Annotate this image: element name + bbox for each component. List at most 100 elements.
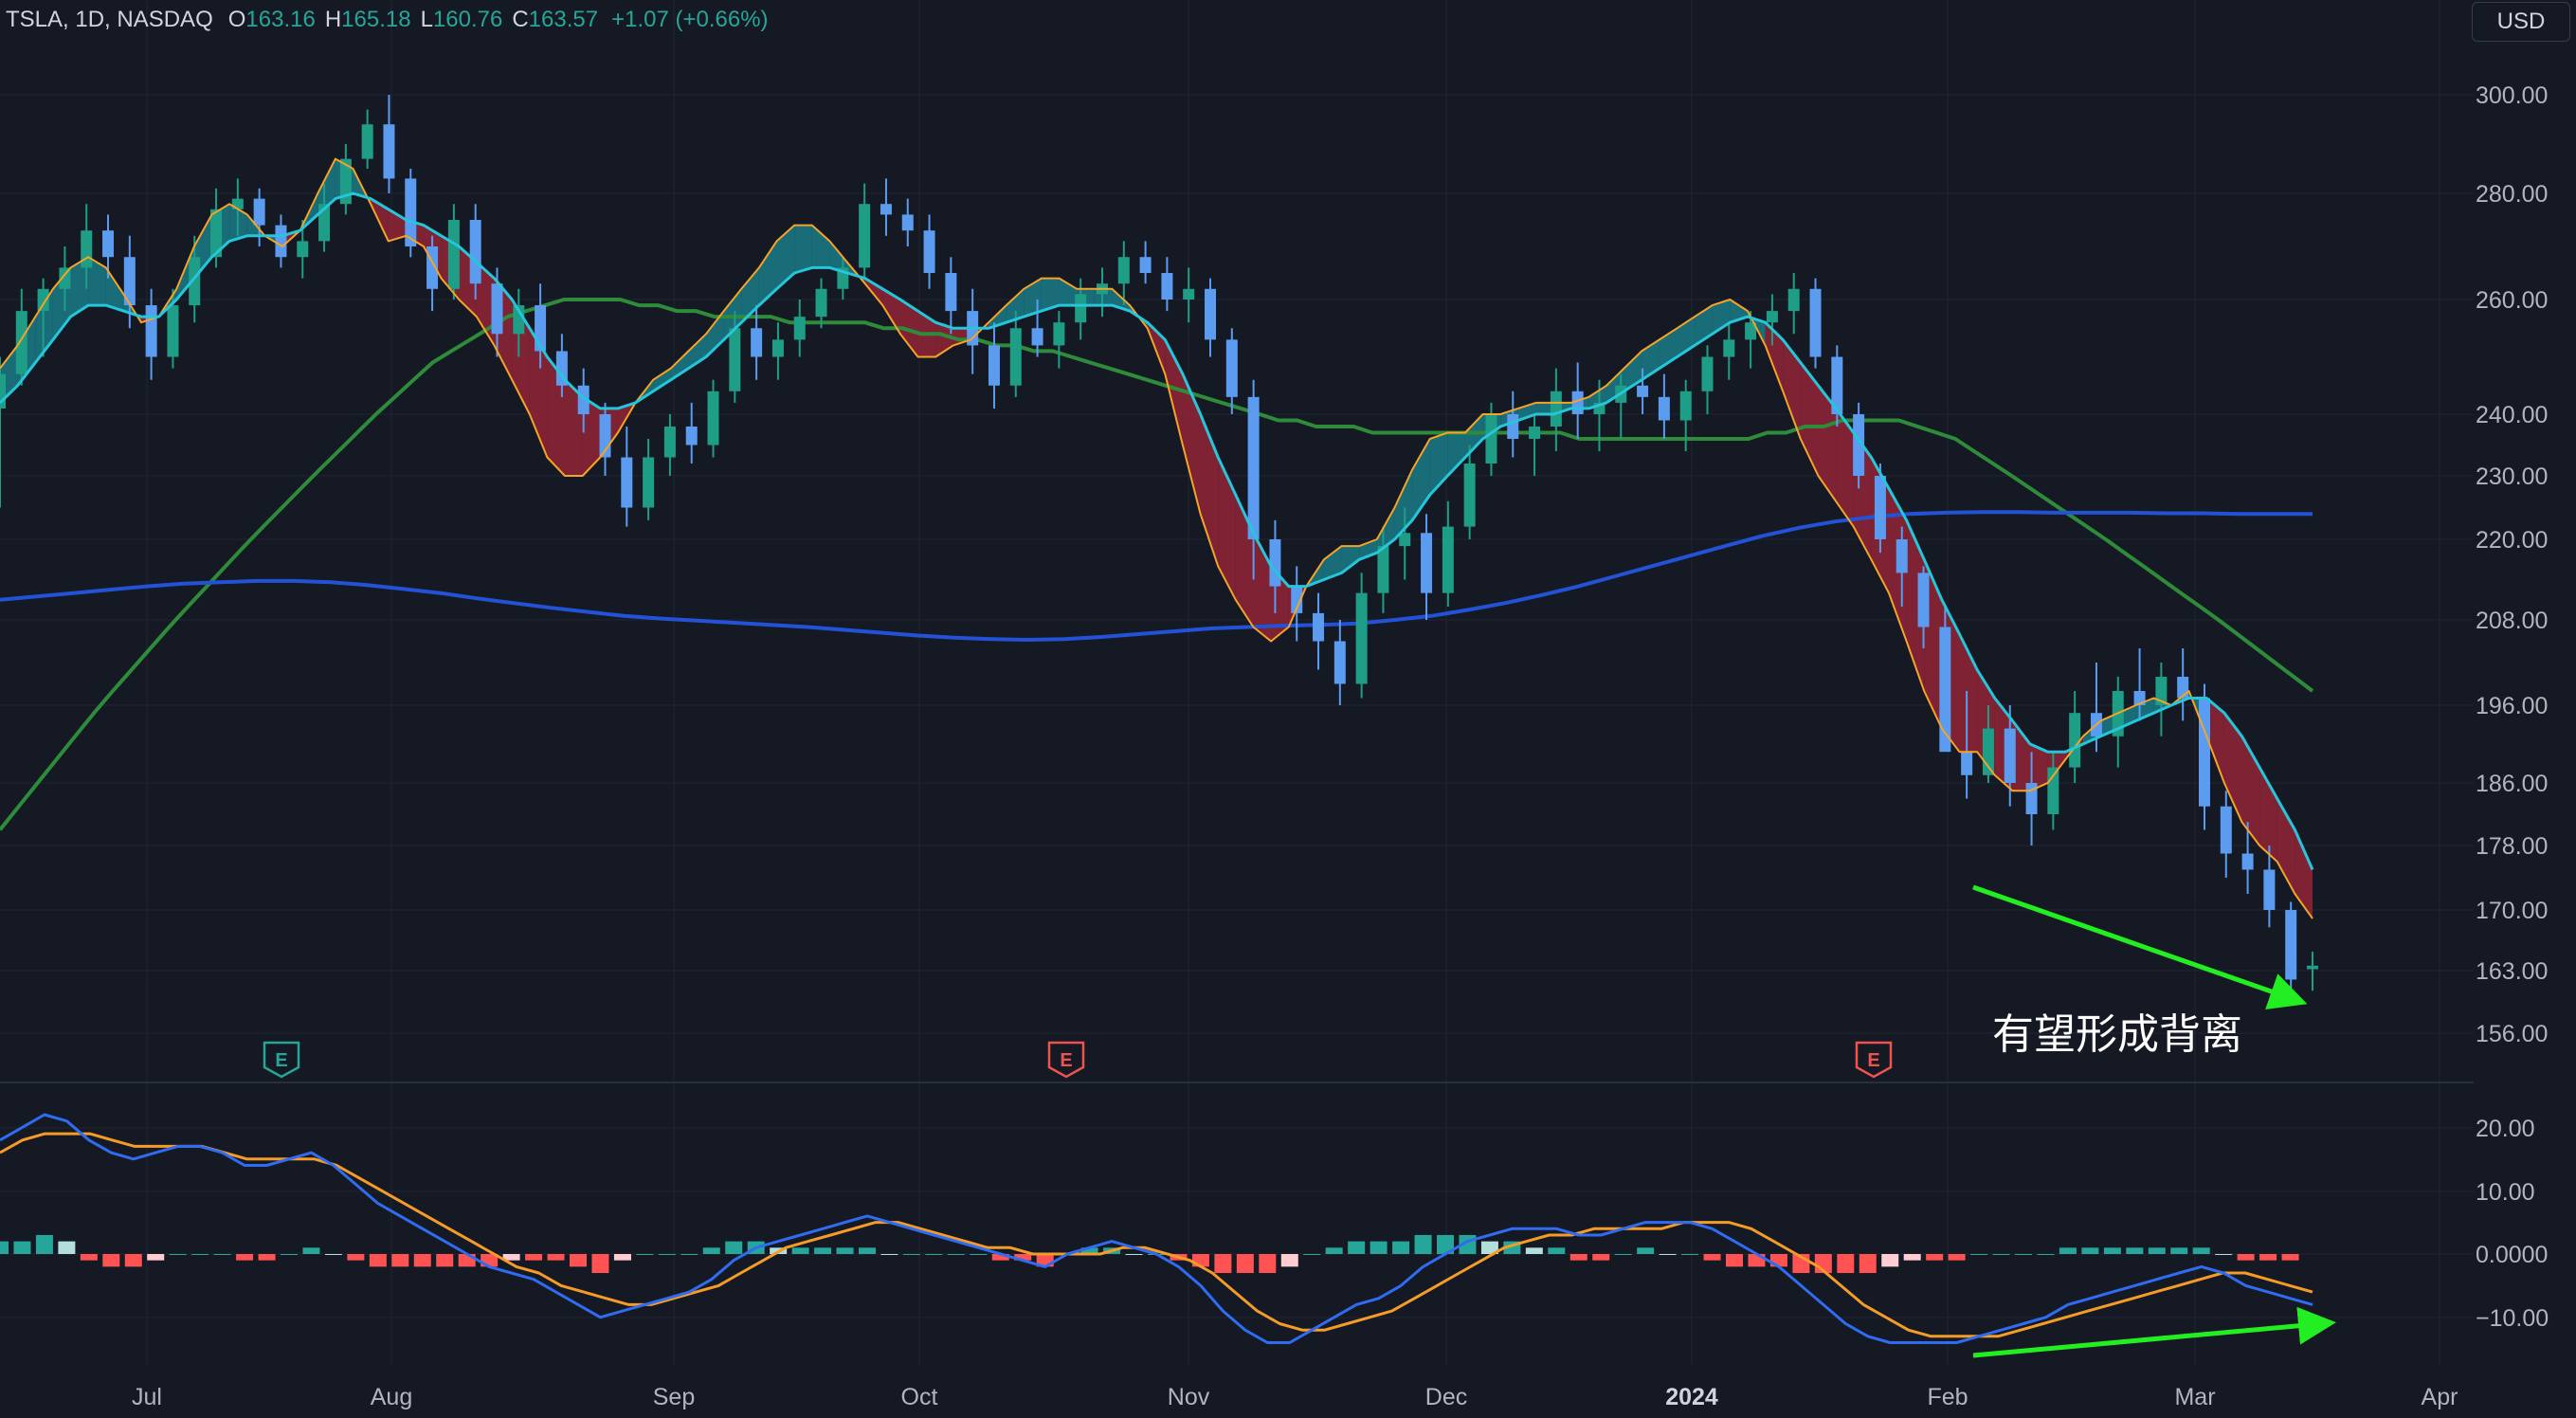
candle-body: [1031, 328, 1043, 346]
macd-hist-bar: [1726, 1254, 1743, 1267]
candle-body: [145, 305, 157, 357]
ribbon-segment: [2206, 698, 2224, 783]
macd-hist-bar: [1926, 1254, 1944, 1261]
macd-hist-bar: [970, 1254, 988, 1255]
ema-lines: [0, 157, 2314, 919]
macd-hist-bar: [1080, 1247, 1098, 1254]
macd-hist-bar: [1837, 1254, 1855, 1274]
candle-body: [1225, 339, 1238, 397]
ribbon-segment: [2223, 713, 2242, 823]
candle-body: [469, 220, 481, 284]
macd-hist-bar: [1614, 1254, 1632, 1255]
candle-body: [253, 198, 265, 226]
macd-hist-bar: [2148, 1247, 2166, 1254]
candle-body: [859, 204, 871, 268]
candle-body: [1355, 592, 1368, 684]
macd-hist-bar: [13, 1241, 31, 1254]
macd-hist-bar: [191, 1254, 209, 1255]
ma-green-line: [0, 298, 2314, 831]
candle-body: [1874, 476, 1886, 539]
macd-hist-bar: [347, 1254, 365, 1261]
macd-hist-bar: [1236, 1254, 1254, 1274]
price-tick-label: 300.00: [2476, 82, 2548, 109]
time-tick-label: Feb: [1927, 1384, 1968, 1410]
macd-histogram: [0, 1234, 2299, 1274]
close-value: 163.57: [528, 7, 599, 32]
candle-body: [15, 311, 27, 374]
candle-body: [2285, 910, 2297, 980]
macd-hist-bar: [1480, 1241, 1498, 1254]
candle-body: [37, 288, 49, 312]
ribbon-segment: [1783, 339, 1801, 439]
macd-axis[interactable]: 20.00 10.00 0.0000 −10.00: [2476, 1116, 2549, 1332]
price-tick-label: 230.00: [2476, 464, 2548, 490]
price-axis[interactable]: 300.00 280.00 260.00 240.00 230.00 220.00 208.…: [2476, 82, 2548, 1047]
grid-lines: [0, 0, 2474, 1365]
candle-body: [297, 241, 309, 258]
macd-hist-bar: [2215, 1254, 2233, 1255]
macd-hist-bar: [2259, 1254, 2277, 1261]
candle-body: [2220, 806, 2232, 854]
macd-hist-bar: [1592, 1254, 1610, 1261]
candle-body: [405, 178, 417, 246]
candle-body: [491, 283, 503, 335]
price-tick-label: 186.00: [2476, 771, 2548, 797]
time-tick-label: Sep: [653, 1384, 695, 1410]
macd-hist-bar: [1014, 1254, 1032, 1261]
earnings-icon[interactable]: E: [1855, 1041, 1893, 1079]
candle-body: [988, 345, 1000, 386]
macd-hist-bar: [169, 1254, 187, 1255]
macd-hist-bar: [814, 1247, 832, 1254]
candle-body: [1377, 546, 1389, 593]
macd-hist-bar: [702, 1247, 720, 1254]
candle-body: [2155, 677, 2168, 705]
time-axis[interactable]: Jul Aug Sep Oct Nov Dec 2024 Feb Mar Apr: [132, 1384, 2458, 1410]
macd-hist-bar: [2170, 1247, 2188, 1254]
earnings-icon[interactable]: E: [1047, 1041, 1085, 1079]
symbol-label[interactable]: TSLA, 1D, NASDAQ: [6, 7, 213, 32]
time-tick-label: Nov: [1168, 1384, 1210, 1410]
macd-hist-bar: [1881, 1254, 1899, 1267]
macd-hist-bar: [1703, 1254, 1721, 1261]
earnings-icon-glyph: E: [1060, 1050, 1072, 1071]
ribbon-segment: [758, 241, 777, 306]
ema-fast-line: [0, 157, 2313, 919]
candle-body: [815, 288, 827, 318]
macd-hist-bar: [369, 1254, 387, 1267]
macd-hist-bar: [1948, 1254, 1966, 1261]
macd-tick-label: 0.0000: [2476, 1242, 2548, 1268]
macd-line: [0, 1113, 2313, 1344]
currency-button[interactable]: USD: [2472, 2, 2570, 42]
time-tick-label: Apr: [2422, 1384, 2458, 1410]
candle-body: [1637, 385, 1649, 397]
ribbon-segment: [1218, 457, 1236, 600]
candle-body: [231, 198, 244, 209]
earnings-icon-glyph: E: [1867, 1050, 1879, 1071]
candle-body: [447, 220, 460, 289]
close-label: C: [512, 7, 529, 32]
macd-tick-label: 10.00: [2476, 1179, 2535, 1206]
candle-body: [1009, 328, 1022, 386]
candle-body: [1658, 396, 1670, 421]
macd-hist-bar: [281, 1254, 298, 1255]
earnings-icon[interactable]: E: [263, 1041, 300, 1079]
macd-hist-bar: [947, 1254, 965, 1255]
candle-body: [901, 214, 914, 231]
ribbon-segment: [1765, 322, 1784, 391]
candle-body: [729, 328, 741, 391]
candle-body: [1399, 533, 1411, 547]
candle-body: [59, 267, 71, 289]
time-tick-label: Dec: [1425, 1384, 1467, 1410]
candle-body: [1442, 526, 1454, 593]
candle-body: [361, 124, 373, 159]
macd-tick-label: 20.00: [2476, 1116, 2535, 1142]
macd-hist-bar: [570, 1254, 587, 1267]
ribbon-segment: [582, 396, 601, 476]
macd-hist-bar: [613, 1254, 631, 1261]
macd-hist-bar: [80, 1254, 98, 1261]
ribbon-segment: [776, 225, 795, 289]
candle-body: [707, 391, 719, 445]
macd-tick-label: −10.00: [2476, 1305, 2549, 1332]
